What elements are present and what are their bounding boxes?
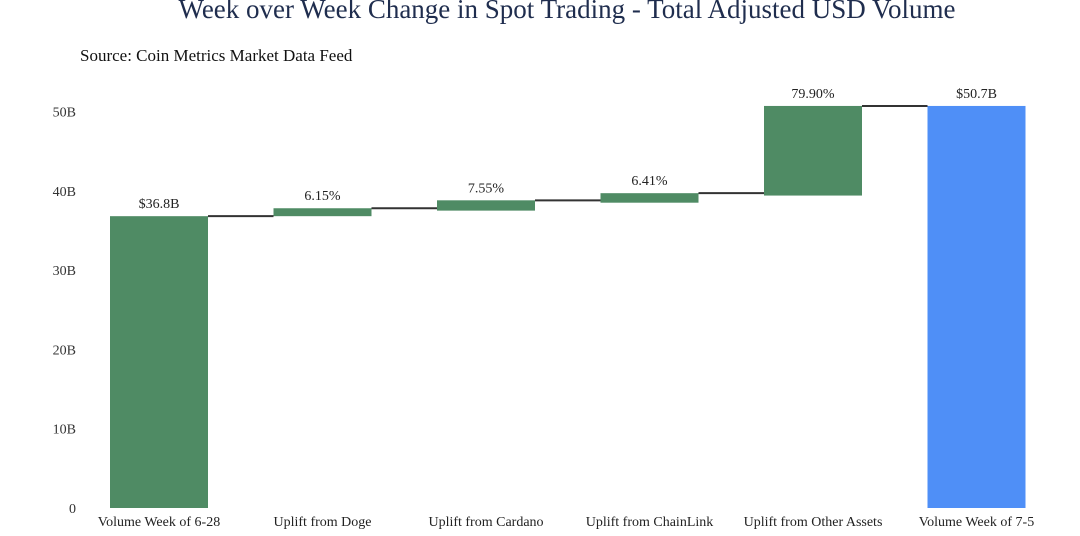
data-label: 6.15% [304,189,341,204]
bar [273,208,372,217]
data-label: 6.41% [631,174,668,189]
bar [764,105,862,196]
y-tick-label: 50B [53,106,76,121]
x-tick-label: Uplift from ChainLink [586,515,714,530]
bar [600,193,699,203]
x-tick-label: Uplift from Doge [274,515,372,530]
y-tick-label: 10B [53,423,76,438]
x-tick-label: Volume Week of 7-5 [919,515,1034,530]
y-tick-label: 40B [53,185,76,200]
x-tick-label: Volume Week of 6-28 [98,515,220,530]
y-tick-label: 20B [53,343,76,358]
y-tick-label: 30B [53,264,76,279]
bar [437,200,535,211]
x-tick-label: Uplift from Cardano [428,515,543,530]
data-label: $36.8B [139,197,180,212]
data-label: 7.55% [468,181,505,196]
data-label: 79.90% [791,87,835,102]
bar [110,216,208,508]
data-label: $50.7B [956,87,997,102]
chart-title: Week over Week Change in Spot Trading - … [178,0,956,24]
chart-subtitle: Source: Coin Metrics Market Data Feed [80,46,353,65]
x-tick-label: Uplift from Other Assets [744,515,883,530]
bar [927,105,1026,508]
y-tick-label: 0 [69,502,76,517]
